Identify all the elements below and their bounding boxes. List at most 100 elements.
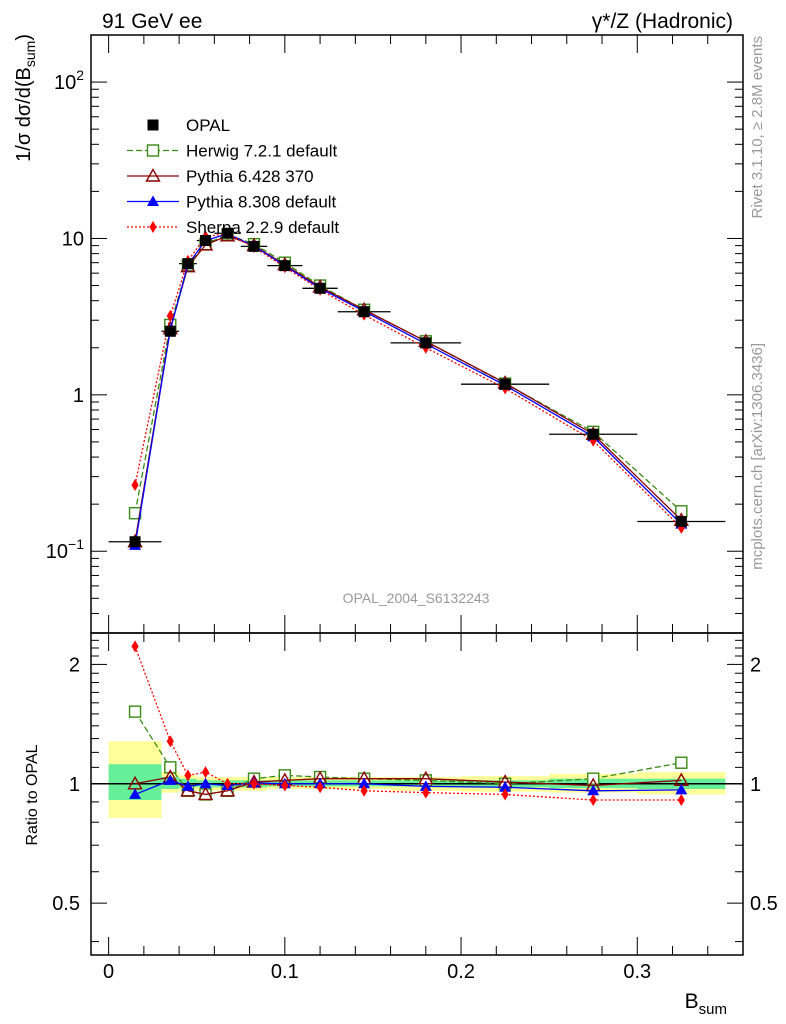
main-y-axis-label-close: ) [13, 34, 35, 41]
x-axis-label: Bsum [685, 990, 727, 1018]
legend-marker-herwig [146, 144, 160, 157]
mcplots-reference-text: mcplots.cern.ch [arXiv:1306.3436] [749, 343, 766, 570]
main-y-axis-label-sub: sum [22, 41, 38, 67]
ratio-y-tick-label-left: 0.5 [52, 893, 80, 915]
main-line-pythia6 [134, 235, 682, 542]
ratio-series-sherpa [131, 640, 685, 807]
main-y-tick-label: 1 [73, 385, 84, 407]
main-y-tick-label: 10−1 [46, 536, 84, 563]
ratio-point-pythia8 [129, 788, 142, 799]
legend-label-herwig: Herwig 7.2.1 default [186, 142, 337, 161]
main-point-opal [129, 536, 141, 548]
ratio-y-tick-label-left: 1 [69, 774, 80, 796]
ratio-plot-frame [90, 632, 744, 956]
ratio-plot-axes: 2 2 1 1 0.5 0.5 0 0.1 0.2 0.3 [52, 632, 778, 983]
main-line-sherpa [134, 233, 682, 529]
legend-label-opal: OPAL [186, 116, 230, 135]
ratio-point-pythia8 [587, 784, 600, 796]
ratio-point-pythia6 [219, 782, 236, 797]
ratio-point-sherpa [166, 735, 174, 748]
main-y-tick-label: 102 [54, 67, 84, 94]
main-point-opal [164, 325, 176, 337]
legend-label-sherpa: Sherpa 2.2.9 default [186, 218, 339, 237]
main-point-opal [314, 282, 326, 294]
main-point-opal [248, 240, 260, 252]
main-y-tick-label-base: 1 [73, 385, 84, 407]
ratio-point-herwig [128, 705, 142, 718]
ratio-point-pythia8 [181, 780, 194, 791]
legend: OPAL Herwig 7.2.1 default Pythia 6.428 370… [127, 116, 339, 237]
ratio-y-axis-label: Ratio to OPAL [24, 744, 41, 845]
ratio-point-sherpa [250, 777, 258, 790]
ratio-point-sherpa [501, 788, 509, 801]
ratio-point-sherpa [360, 784, 368, 797]
ratio-point-pythia8 [358, 777, 371, 789]
ratio-point-sherpa [316, 781, 324, 794]
ratio-point-pythia8 [419, 780, 432, 791]
analysis-watermark: OPAL_2004_S6132243 [343, 590, 490, 606]
legend-marker-opal [147, 119, 159, 131]
ratio-point-pythia8 [164, 774, 177, 785]
main-y-tick-label-exp: −1 [68, 536, 84, 552]
x-tick-label: 0.2 [447, 961, 475, 983]
rivet-version-text: Rivet 3.1.10, ≥ 2.8M events [749, 36, 766, 219]
main-series-opal [129, 227, 687, 548]
header-right-title: γ*/Z (Hadronic) [592, 10, 733, 33]
main-y-tick-label-base: 10 [62, 228, 84, 250]
main-series-herwig [128, 228, 688, 520]
main-point-opal [499, 378, 511, 390]
legend-marker-sherpa [149, 221, 157, 233]
ratio-point-herwig [675, 756, 688, 769]
ratio-point-pythia8 [675, 783, 688, 795]
main-point-herwig [675, 505, 688, 518]
main-line-pythia8 [134, 233, 682, 546]
legend-marker-pythia8 [147, 195, 159, 206]
x-axis-label-sub: sum [699, 1001, 727, 1018]
x-tick-label: 0 [103, 961, 114, 983]
main-series-pythia8 [129, 227, 688, 550]
legend-label-pythia6: Pythia 6.428 370 [186, 167, 314, 186]
legend-entry-herwig: Herwig 7.2.1 default [127, 142, 337, 161]
main-y-tick-label: 10 [62, 228, 84, 250]
main-point-opal [587, 428, 599, 440]
main-series-pythia6 [127, 227, 690, 548]
ratio-y-tick-label-right: 2 [750, 654, 761, 676]
main-point-opal [420, 337, 432, 349]
main-plot-series [108, 227, 726, 550]
ratio-point-sherpa [184, 769, 192, 782]
legend-entry-sherpa: Sherpa 2.2.9 default [127, 218, 339, 237]
ratio-point-herwig [164, 761, 177, 774]
header-left-title: 91 GeV ee [102, 10, 202, 33]
main-point-opal [358, 306, 370, 318]
main-point-sherpa [166, 309, 174, 322]
main-point-opal [222, 227, 234, 239]
main-point-opal [182, 258, 194, 270]
ratio-point-pythia8 [499, 781, 512, 792]
legend-entry-opal: OPAL [147, 116, 230, 135]
x-axis-label-main: B [685, 990, 699, 1013]
ratio-y-tick-label-right: 0.5 [750, 893, 778, 915]
legend-entry-pythia8: Pythia 8.308 default [127, 193, 337, 212]
legend-label-pythia8: Pythia 8.308 default [186, 193, 337, 212]
x-tick-label: 0.3 [623, 961, 651, 983]
ratio-y-tick-label-right: 1 [750, 774, 761, 796]
ratio-point-pythia8 [199, 777, 212, 789]
ratio-point-sherpa [131, 640, 139, 653]
main-y-axis-label: 1/σ dσ/d(Bsum) [13, 34, 38, 162]
main-y-tick-label-base: 10 [46, 541, 68, 563]
legend-entry-pythia6: Pythia 6.428 370 [127, 167, 314, 186]
ratio-point-pythia6 [197, 786, 214, 801]
main-line-herwig [134, 233, 682, 514]
ratio-point-sherpa [201, 766, 210, 779]
ratio-point-sherpa [589, 794, 597, 807]
main-point-opal [675, 515, 687, 527]
ratio-point-sherpa [422, 786, 430, 799]
legend-marker-pythia6 [145, 168, 161, 182]
ratio-point-sherpa [281, 779, 289, 792]
main-point-opal [279, 260, 291, 272]
ratio-point-sherpa [677, 794, 685, 807]
main-y-tick-label-exp: 2 [76, 67, 84, 83]
main-point-sherpa [131, 479, 139, 492]
